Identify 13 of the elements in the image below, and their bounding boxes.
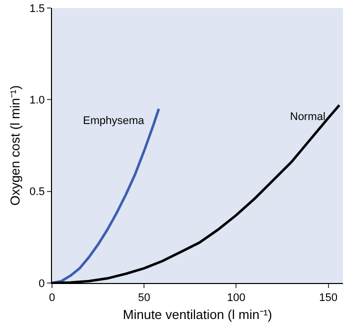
x-axis-title: Minute ventilation (l min⁻¹) — [122, 306, 272, 322]
y-tick-label: 0 — [38, 278, 45, 290]
y-tick-label: 1.5 — [30, 2, 45, 15]
series-label: Emphysema — [83, 115, 146, 127]
x-tick-label: 150 — [319, 292, 338, 304]
x-tick-label: 100 — [227, 292, 246, 304]
y-tick-label: 0.5 — [30, 186, 45, 198]
series-label: Normal — [290, 111, 326, 123]
x-tick-label: 50 — [138, 292, 150, 304]
line-series — [52, 108, 160, 283]
x-tick-label: 0 — [48, 292, 56, 304]
y-tick-label: 1.0 — [30, 94, 45, 107]
y-axis-title: Oxygen cost (l min⁻¹) — [7, 85, 22, 206]
